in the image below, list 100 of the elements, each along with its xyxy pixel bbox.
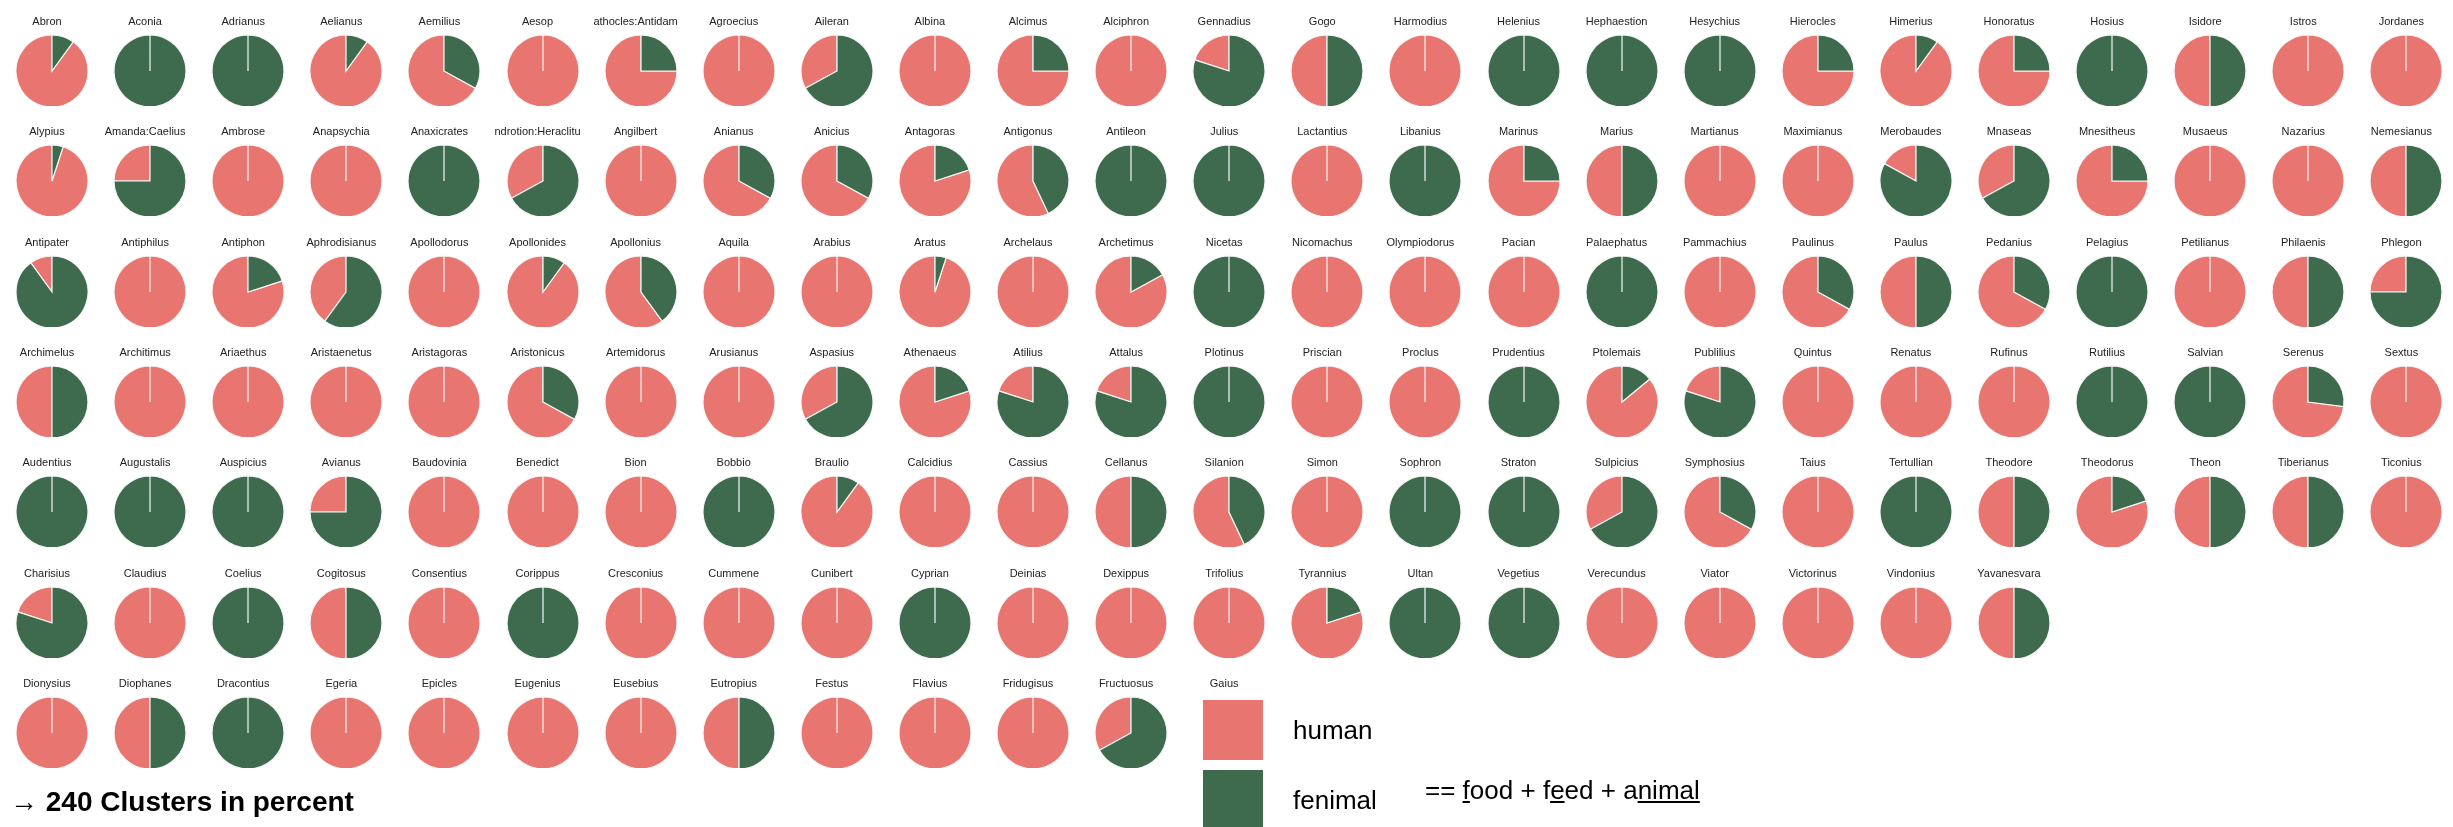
slice-label: Trifolius (1204, 565, 1245, 580)
slice-label: Quintus (1792, 344, 1833, 359)
slice-label: Mnesitheus (2077, 124, 2137, 139)
slice-label: Aileran (813, 14, 850, 28)
slice-label: Benedict (515, 455, 560, 470)
slice-label: Pedanius (1985, 234, 2033, 249)
slice-label: Baudovinia (411, 455, 468, 470)
slice-label: Agroecius (708, 14, 760, 28)
slice-label: Anianus (712, 124, 755, 139)
slice-label: Coelius (223, 565, 263, 580)
slice-label: Albina (913, 14, 947, 28)
slice-label: Arusianus (708, 344, 760, 359)
slice-label: Eugenius (513, 675, 562, 690)
slice-label: Antigonus (1002, 124, 1054, 139)
slice-label: Architimus (118, 344, 172, 359)
slice-label: Viator (1699, 565, 1730, 580)
slice-label: Sophron (1398, 455, 1443, 470)
slice-label: Braulio (813, 455, 850, 470)
slice-label: Fructuosus (1097, 675, 1155, 690)
slice-label: Alypius (28, 124, 66, 139)
slice-label: Verecundus (1586, 565, 1647, 580)
slice-label: Straton (1499, 455, 1538, 470)
text: == food + feed + animal (1425, 775, 1700, 805)
slice-label: Dionysius (22, 675, 72, 690)
slice-label: Eutropius (709, 675, 758, 690)
slice-label: Victorinus (1787, 565, 1838, 580)
slice-label: Dracontius (215, 675, 271, 690)
slice-label: Marinus (1497, 124, 1540, 139)
slice-label: Pelagius (2085, 234, 2130, 249)
slice-label: Taius (1798, 455, 1827, 470)
slice-label: Amanda:Caelius (103, 124, 187, 139)
slice-label: Musaeus (2181, 124, 2229, 139)
slice-label: Nicetas (1204, 234, 1244, 249)
slice-label: Bobbio (715, 455, 752, 470)
slice-label: Augustalis (118, 455, 172, 470)
slice-label: Anaxicrates (409, 124, 470, 139)
legend-label: human (1293, 714, 1373, 746)
slice-label: Honoratus (1982, 14, 2036, 28)
slice-label: Claudius (122, 565, 168, 580)
slice-label: Eusebius (611, 675, 660, 690)
slice-label: Libanius (1398, 124, 1442, 139)
slice-label: Philaenis (2279, 234, 2327, 249)
slice-label: Festus (814, 675, 850, 690)
slice-label: Salvian (2186, 344, 2225, 359)
slice-label: Gogo (1307, 14, 1337, 28)
slice-label: Nicomachus (1291, 234, 1354, 249)
slice-label: Marius (1599, 124, 1635, 139)
slice-label: Prudentius (1491, 344, 1546, 359)
slice-label: Attalus (1108, 344, 1144, 359)
slice-label: ndrotion:Heraclitu (493, 124, 582, 139)
slice-label: Maximianus (1782, 124, 1844, 139)
slice-label: Mnaseas (1985, 124, 2033, 139)
slice-label: Antiphon (220, 234, 266, 249)
slice-label: Martianus (1689, 124, 1740, 139)
slice-label: Athenaeus (902, 344, 958, 359)
slice-label: Aristaenetus (309, 344, 373, 359)
slice-label: Merobaudes (1879, 124, 1943, 139)
slice-label: Apollonius (609, 234, 662, 249)
slice-label: Gennadius (1196, 14, 1252, 28)
slice-label: Renatus (1889, 344, 1933, 359)
slice-label: Charisius (23, 565, 71, 580)
slice-label: Consentius (410, 565, 468, 580)
slice-label: Silanion (1203, 455, 1245, 470)
slice-label: Petilianus (2180, 234, 2231, 249)
slice-label: Hesychius (1688, 14, 1742, 28)
slice-label: Dexippus (1102, 565, 1150, 580)
slice-label: Paulus (1893, 234, 1929, 249)
slice-label: Plotinus (1203, 344, 1245, 359)
slice-label: Atilius (1012, 344, 1044, 359)
slice-label: Aspasius (808, 344, 856, 359)
slice-label: Isidore (2187, 14, 2223, 28)
slice-label: Cyprian (909, 565, 950, 580)
slice-label: Aristagoras (410, 344, 469, 359)
slice-label: Cogitosus (315, 565, 367, 580)
slice-label: Artemidorus (604, 344, 667, 359)
slice-label: Flavius (911, 675, 949, 690)
slice-label: Auspicius (218, 455, 268, 470)
slice-label: Ariaethus (218, 344, 268, 359)
slice-label: Bion (623, 455, 648, 470)
slice-label: Apollodorus (409, 234, 470, 249)
slice-label: Harmodius (1392, 14, 1448, 28)
slice-label: Cummene (707, 565, 761, 580)
slice-label: Antileon (1105, 124, 1147, 139)
slice-label: Nazarius (2280, 124, 2326, 139)
slice-label: Nemesianus (2369, 124, 2433, 139)
slice-label: Theodore (1984, 455, 2034, 470)
slice-label: Cassius (1007, 455, 1049, 470)
slice-label: Apollonides (508, 234, 567, 249)
slice-label: Theon (2188, 455, 2222, 470)
slice-label: Avianus (320, 455, 362, 470)
slice-label: Aquila (717, 234, 750, 249)
slice-label: Yavanesvara (1976, 565, 2042, 580)
slice-label: Anicius (813, 124, 851, 139)
slice-label: Ticonius (2380, 455, 2423, 470)
slice-label: Lactantius (1296, 124, 1349, 139)
slice-label: Antagoras (903, 124, 956, 139)
slice-label: Audentius (21, 455, 73, 470)
slice-label: Priscian (1301, 344, 1343, 359)
slice-label: Julius (1209, 124, 1240, 139)
slice-label: Aratus (913, 234, 947, 249)
